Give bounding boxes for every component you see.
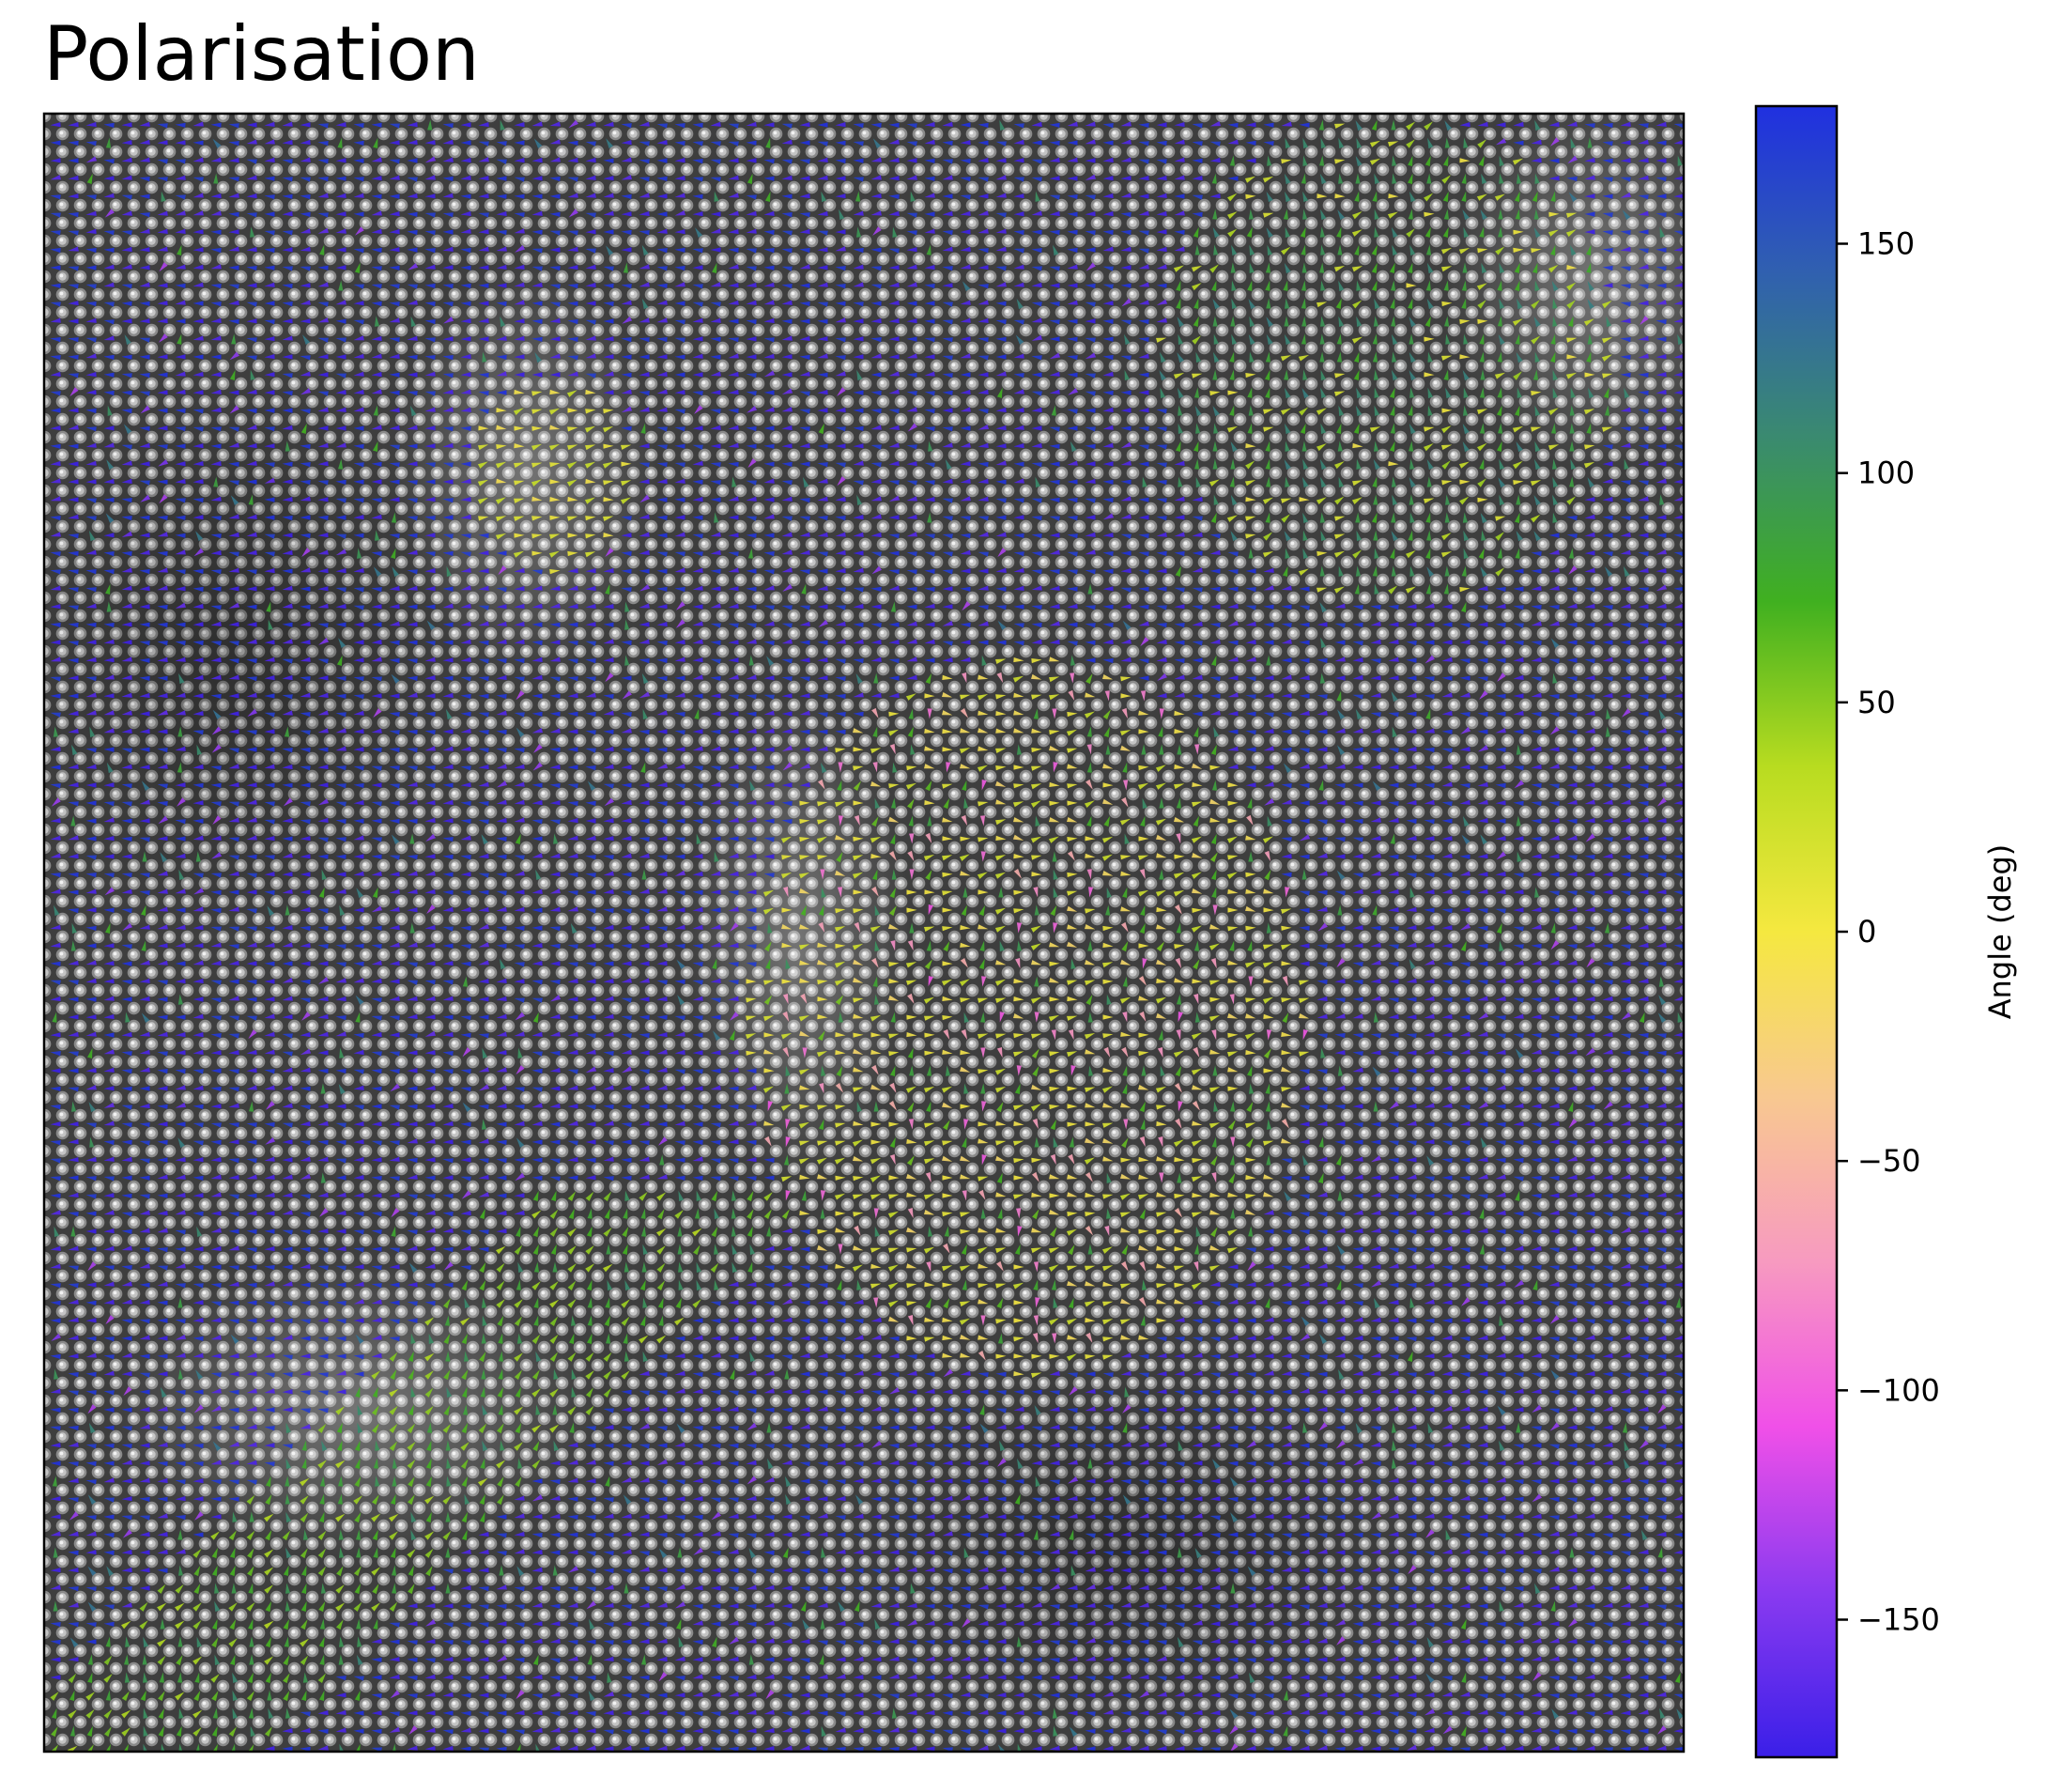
plot-area [9, 94, 1747, 1754]
page-title: Polarisation [43, 17, 480, 92]
